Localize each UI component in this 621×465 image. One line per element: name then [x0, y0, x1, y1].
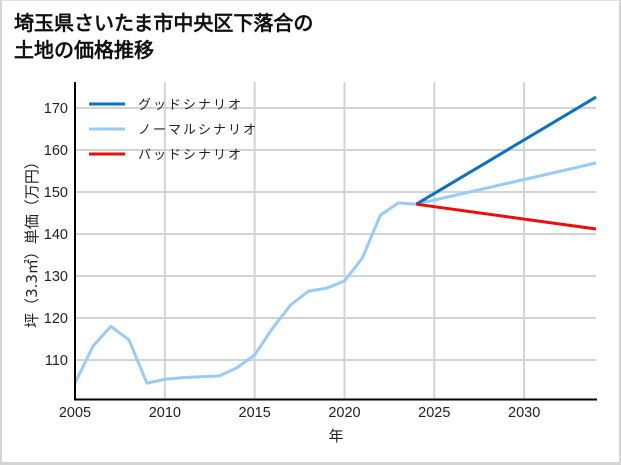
axes — [74, 82, 597, 401]
legend-label: バッドシナリオ — [138, 148, 243, 163]
series-line-1 — [73, 161, 597, 385]
series-line-2 — [416, 202, 597, 231]
chart-title-line-1: 埼玉県さいたま市中央区下落合の — [14, 11, 314, 35]
gridlines — [75, 82, 596, 400]
y-tick-label: 130 — [44, 269, 68, 285]
y-tick-label: 110 — [45, 353, 68, 369]
x-tick-labels: 2005 2010 2015 2020 2025 2030 — [59, 405, 540, 421]
y-tick-label: 120 — [44, 311, 68, 327]
x-tick-label: 2010 — [149, 405, 181, 421]
y-tick-label: 160 — [44, 143, 68, 159]
x-tick-label: 2020 — [328, 405, 360, 421]
series-line-0 — [415, 95, 597, 206]
legend-label: グッドシナリオ — [138, 98, 243, 113]
chart-title-line-2: 土地の価格推移 — [14, 38, 154, 62]
x-tick-label: 2005 — [59, 405, 91, 421]
y-tick-labels: 110 120 130 140 150 160 170 — [44, 101, 68, 369]
x-tick-label: 2030 — [508, 405, 540, 421]
x-tick-label: 2015 — [239, 405, 271, 421]
y-tick-label: 170 — [44, 101, 68, 117]
series-lines — [73, 95, 597, 385]
x-axis-label: 年 — [328, 427, 343, 445]
y-tick-label: 150 — [44, 185, 68, 201]
legend-label: ノーマルシナリオ — [138, 123, 258, 138]
y-axis-label: 坪（3.3㎡）単価（万円） — [23, 154, 41, 328]
chart-title: 埼玉県さいたま市中央区下落合の 土地の価格推移 — [14, 10, 313, 64]
x-tick-label: 2025 — [418, 405, 450, 421]
y-tick-label: 140 — [44, 227, 68, 243]
